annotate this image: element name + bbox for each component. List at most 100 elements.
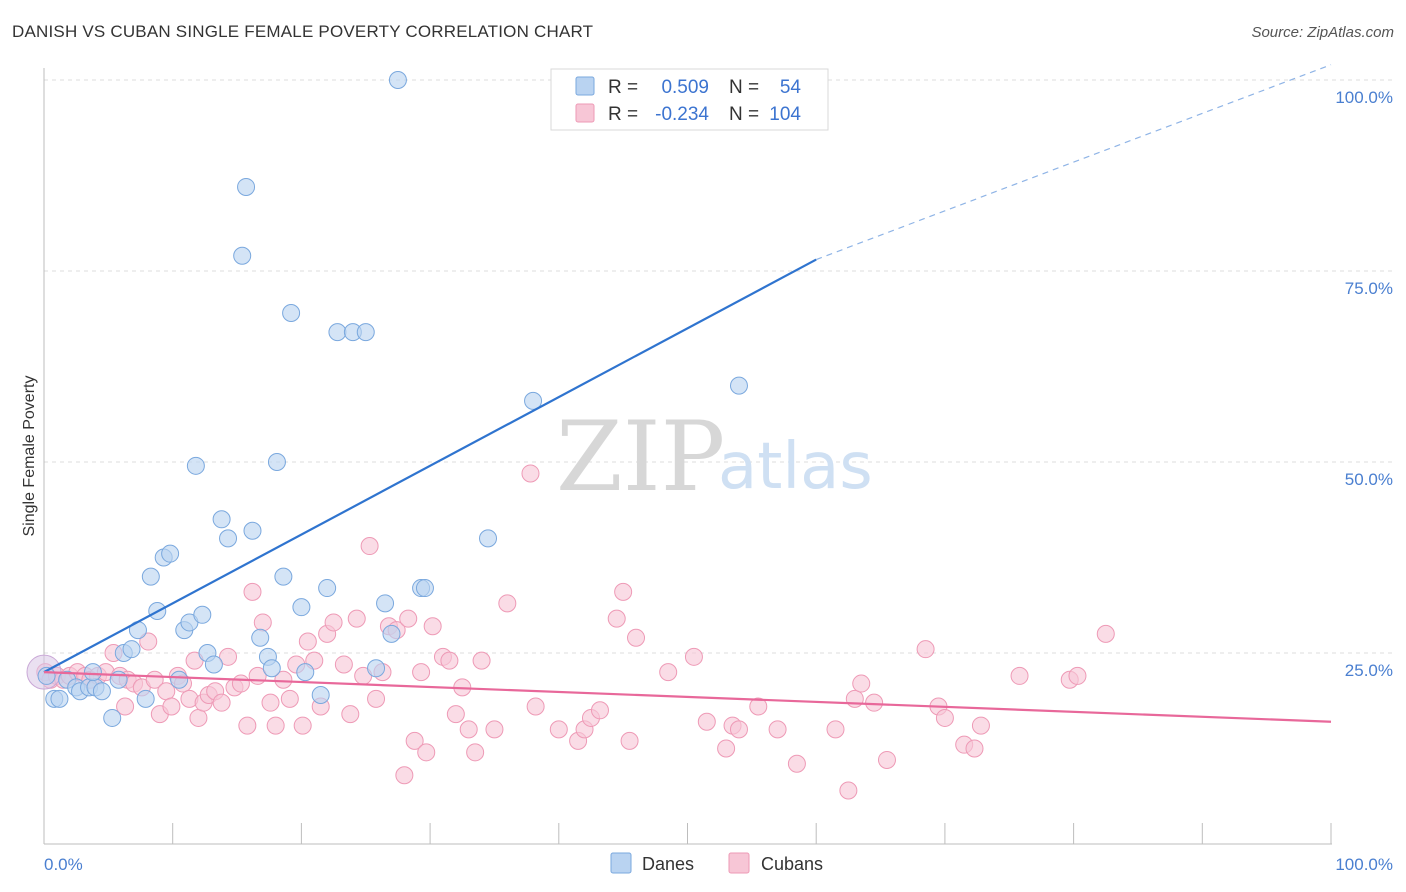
danes-point	[204, 655, 223, 674]
cubans-point	[324, 613, 343, 632]
cubans-point	[243, 582, 262, 601]
legend-swatch-cubans	[728, 852, 750, 874]
cubans-point	[717, 739, 736, 758]
cubans-point	[1068, 666, 1087, 685]
cubans-point	[485, 720, 504, 739]
danes-point	[524, 391, 543, 410]
danes-point	[136, 689, 155, 708]
cubans-point	[280, 689, 299, 708]
cubans-point	[729, 720, 748, 739]
cubans-r-label: R =	[608, 104, 638, 125]
legend-label-cubans: Cubans	[761, 854, 823, 874]
chart-title: DANISH VS CUBAN SINGLE FEMALE POVERTY CO…	[12, 22, 594, 41]
cubans-point	[446, 705, 465, 724]
cubans-point	[965, 739, 984, 758]
cubans-point	[116, 697, 135, 716]
danes-point	[415, 579, 434, 598]
trend-lines	[43, 64, 1332, 723]
cubans-point	[935, 708, 954, 727]
danes-point	[267, 453, 286, 471]
x-tick-label-min: 0.0%	[44, 855, 83, 874]
cubans-n-label: N =	[729, 104, 759, 125]
stats-box: R = 0.509 N = 54 R = -0.234 N = 104	[550, 68, 829, 131]
cubans-point	[839, 781, 858, 800]
danes-point	[328, 323, 347, 342]
cubans-point	[219, 647, 238, 666]
y-tick-label: 75.0%	[1345, 279, 1393, 298]
cubans-point	[405, 731, 424, 750]
danes-point	[161, 544, 180, 563]
danes-point	[141, 567, 160, 586]
danes-point	[292, 598, 311, 617]
danes-point	[219, 529, 238, 548]
danes-point	[122, 640, 141, 659]
danes-point	[83, 663, 102, 682]
danes-point	[212, 510, 231, 529]
cubans-point	[189, 708, 208, 727]
cubans-point	[472, 651, 491, 670]
cubans-point	[521, 464, 540, 483]
cubans-point	[684, 647, 703, 666]
cubans-point	[498, 594, 517, 613]
danes-point	[50, 689, 69, 708]
stats-box-frame	[550, 68, 829, 131]
cubans-point	[845, 689, 864, 708]
y-axis-tick-labels: 25.0% 50.0% 75.0% 100.0%	[1335, 88, 1393, 680]
cubans-point	[627, 628, 646, 647]
danes-point	[262, 659, 281, 678]
cubans-point	[253, 613, 272, 632]
cubans-point	[607, 609, 626, 628]
y-tick-label: 25.0%	[1345, 661, 1393, 680]
cubans-point	[367, 689, 386, 708]
cubans-series	[26, 464, 1115, 800]
cubans-point	[865, 693, 884, 712]
cubans-point	[1096, 624, 1115, 643]
cubans-point	[466, 743, 485, 762]
cubans-point	[526, 697, 545, 716]
danes-point	[193, 605, 212, 624]
y-axis-title: Single Female Poverty	[21, 376, 38, 537]
cubans-point	[852, 674, 871, 693]
cubans-point	[459, 720, 478, 739]
cubans-point	[659, 663, 678, 682]
cubans-point	[417, 743, 436, 762]
cubans-point	[749, 697, 768, 716]
danes-point	[282, 304, 301, 323]
cubans-point	[620, 731, 639, 750]
watermark: ZIP atlas	[556, 401, 873, 513]
danes-point	[311, 686, 330, 705]
cubans-point	[614, 582, 633, 601]
cubans-point	[162, 697, 181, 716]
danes-point	[92, 682, 111, 701]
legend-swatch-danes	[610, 852, 632, 874]
y-tick-label: 50.0%	[1345, 470, 1393, 489]
cubans-point	[440, 651, 459, 670]
danes-point	[356, 323, 375, 342]
legend-label-danes: Danes	[642, 854, 694, 874]
cubans-point	[274, 670, 293, 689]
cubans-point	[971, 716, 990, 735]
cubans-point	[347, 609, 366, 628]
cubans-point	[360, 537, 379, 556]
danes-n-label: N =	[729, 77, 759, 98]
cubans-point	[787, 754, 806, 773]
watermark-atlas: atlas	[718, 430, 873, 504]
cubans-point	[877, 750, 896, 769]
cubans-point	[697, 712, 716, 731]
cubans-point	[266, 716, 285, 735]
danes-point	[103, 708, 122, 727]
cubans-point	[590, 701, 609, 720]
danes-point	[382, 624, 401, 643]
watermark-zip: ZIP	[556, 401, 725, 513]
cubans-point	[212, 693, 231, 712]
y-tick-label: 100.0%	[1335, 88, 1393, 107]
danes-point	[251, 628, 270, 647]
danes-point	[729, 376, 748, 395]
danes-point	[388, 71, 407, 89]
danes-point	[274, 567, 293, 586]
source-label: Source: ZipAtlas.com	[1251, 24, 1394, 41]
cubans-point	[395, 766, 414, 785]
cubans-point	[261, 693, 280, 712]
danes-point	[367, 659, 386, 678]
